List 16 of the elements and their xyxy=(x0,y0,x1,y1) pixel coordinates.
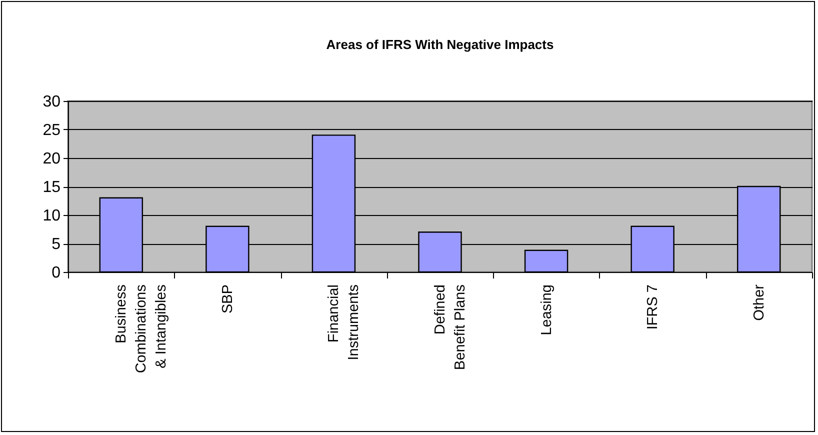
y-tick-label: 0 xyxy=(52,264,61,282)
y-tick-label: 30 xyxy=(42,94,61,110)
x-tick-label: Defined Benefit Plans xyxy=(432,284,468,370)
x-tick-label: Financial Instruments xyxy=(326,284,362,360)
y-tick-label: 25 xyxy=(42,122,61,139)
x-tick-label: Business Combinations & Intangibles xyxy=(114,284,170,374)
chart-title: Areas of IFRS With Negative Impacts xyxy=(326,37,554,52)
y-tick-label: 5 xyxy=(52,236,61,253)
y-tick-label: 15 xyxy=(42,179,61,196)
bar xyxy=(524,250,568,273)
x-tick-label: Leasing xyxy=(538,284,555,336)
x-tick-label: Other xyxy=(751,284,768,321)
y-tick-label: 20 xyxy=(42,150,61,168)
x-tick-label: SBP xyxy=(220,284,236,314)
y-tick-label: 10 xyxy=(42,208,61,224)
x-tick-label: IFRS 7 xyxy=(645,284,662,330)
